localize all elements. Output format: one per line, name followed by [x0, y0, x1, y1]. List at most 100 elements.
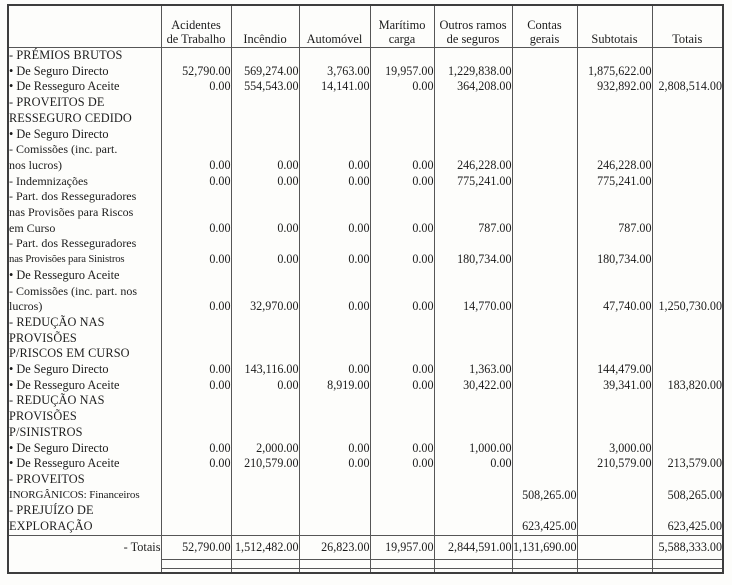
cell-value: 0.00	[369, 79, 435, 96]
cell-value	[160, 267, 232, 284]
column-header-acidentes-trabalho: Acidentes de Trabalho	[160, 5, 232, 48]
cell-value	[369, 142, 435, 158]
cell-value: 246,228.00	[433, 157, 513, 174]
header-line: Totais	[672, 32, 703, 47]
cell-value	[160, 409, 232, 425]
header-line: Automóvel	[306, 32, 363, 47]
cell-value	[160, 503, 232, 520]
row-label: - REDUÇÃO NAS	[7, 314, 162, 331]
row-label: - Comissões (inc. part. nos	[7, 283, 162, 300]
cell-value	[230, 267, 300, 284]
cell-value: 143,116.00	[230, 362, 300, 378]
table-row: • De Resseguro Aceite 0.00 210,579.00 0.00 0…	[7, 456, 724, 472]
cell-value	[511, 63, 578, 80]
table-row: P/RISCOS EM CURSO	[7, 346, 724, 363]
cell-value: 0.00	[369, 252, 435, 268]
table-row: - Part. dos Resseguradores	[7, 189, 724, 206]
cell-value	[651, 47, 724, 64]
row-label: • De Resseguro Aceite	[7, 267, 162, 284]
cell-value: 1,875,622.00	[576, 63, 653, 80]
cell-value: 0.00	[369, 362, 435, 378]
cell-value	[511, 456, 578, 472]
cell-value	[433, 236, 513, 253]
header-line: Subtotais	[591, 32, 638, 47]
cell-value	[576, 142, 653, 158]
cell-value: 0.00	[160, 79, 232, 96]
column-header-rubricas	[7, 5, 162, 48]
cell-value	[298, 471, 371, 488]
cell-value: 210,579.00	[230, 456, 300, 472]
cell-value	[576, 519, 653, 536]
cell-value: 787.00	[576, 220, 653, 237]
cell-value	[160, 346, 232, 363]
cell-value	[369, 487, 435, 504]
cell-value	[576, 205, 653, 221]
cell-value: 0.00	[433, 456, 513, 472]
cell-value	[511, 157, 578, 174]
row-label: - Part. dos Resseguradores	[7, 236, 162, 253]
cell-value: 0.00	[298, 362, 371, 378]
cell-value	[230, 503, 300, 520]
cell-value	[369, 283, 435, 300]
cell-value: 2,808,514.00	[651, 79, 724, 96]
cell-value	[511, 471, 578, 488]
cell-value	[651, 440, 724, 457]
footer-rule-cell	[433, 568, 513, 573]
row-label: EXPLORAÇÃO	[7, 519, 162, 536]
cell-value	[511, 377, 578, 394]
cell-value: 52,790.00	[160, 63, 232, 80]
cell-value: 0.00	[298, 157, 371, 174]
cell-value: 0.00	[230, 220, 300, 237]
table-row: nas Provisões para Sinistros 0.00 0.00 0.00…	[7, 252, 724, 268]
cell-value: 0.00	[160, 220, 232, 237]
cell-value	[298, 110, 371, 127]
cell-value	[433, 283, 513, 300]
cell-value	[576, 314, 653, 331]
cell-value	[651, 110, 724, 127]
cell-value	[298, 267, 371, 284]
cell-value: 0.00	[160, 252, 232, 268]
totals-value: 52,790.00	[160, 534, 232, 560]
row-label: - REDUÇÃO NAS	[7, 393, 162, 410]
cell-value	[160, 393, 232, 410]
table-row: em Curso 0.00 0.00 0.00 0.00 787.00 787.00	[7, 220, 724, 237]
cell-value	[230, 142, 300, 158]
cell-value	[298, 314, 371, 331]
cell-value	[576, 267, 653, 284]
cell-value	[230, 47, 300, 64]
column-header-totais: Totais	[651, 5, 724, 48]
row-label: • De Seguro Directo	[7, 126, 162, 143]
cell-value	[433, 126, 513, 143]
cell-value	[369, 519, 435, 536]
cell-value	[576, 95, 653, 111]
cell-value	[576, 346, 653, 363]
column-header-contas-gerais: Contas gerais	[511, 5, 578, 48]
cell-value: 623,425.00	[511, 519, 578, 536]
cell-value	[230, 424, 300, 441]
cell-value	[369, 330, 435, 347]
table-row: - PRÉMIOS BRUTOS	[7, 47, 724, 64]
table-row: RESSEGURO CEDIDO	[7, 110, 724, 127]
cell-value	[369, 503, 435, 520]
cell-value: 0.00	[369, 440, 435, 457]
row-label: - PROVEITOS DE	[7, 95, 162, 111]
table-row: PROVISÕES	[7, 330, 724, 347]
cell-value	[160, 189, 232, 206]
cell-value: 2,000.00	[230, 440, 300, 457]
cell-value	[298, 47, 371, 64]
cell-value: 0.00	[160, 440, 232, 457]
cell-value	[576, 424, 653, 441]
table-footer-rule	[7, 559, 724, 569]
table-row: - REDUÇÃO NAS	[7, 393, 724, 410]
footer-rule-cell	[160, 559, 232, 569]
totals-label: - Totais	[7, 534, 162, 560]
cell-value	[511, 189, 578, 206]
cell-value	[433, 503, 513, 520]
cell-value	[651, 471, 724, 488]
footer-rule-cell	[7, 568, 162, 573]
cell-value	[511, 362, 578, 378]
row-label: • De Seguro Directo	[7, 440, 162, 457]
cell-value	[433, 346, 513, 363]
cell-value	[651, 424, 724, 441]
cell-value: 0.00	[160, 456, 232, 472]
